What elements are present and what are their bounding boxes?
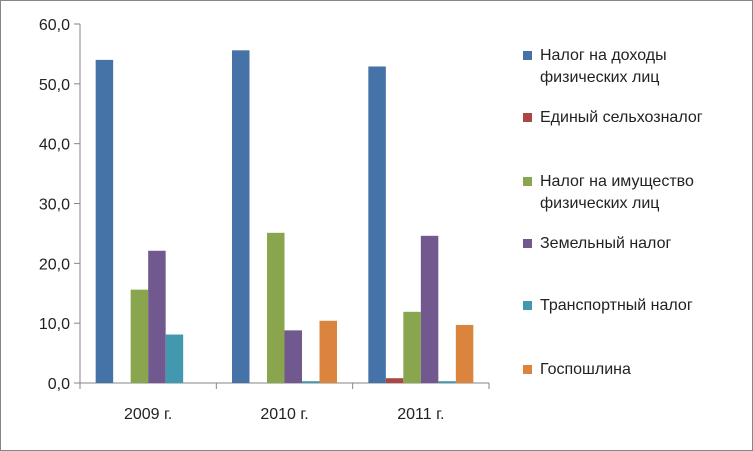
bar bbox=[165, 334, 184, 383]
category-label: 2009 г. bbox=[124, 406, 172, 423]
y-tick-label: 40,0 bbox=[39, 137, 70, 154]
bar bbox=[438, 381, 456, 383]
category-label: 2011 г. bbox=[397, 406, 444, 423]
y-tick-label: 0,0 bbox=[48, 376, 70, 393]
legend-item: Единый сельхозналог bbox=[523, 107, 740, 129]
legend-item: Налог на доходы физических лиц bbox=[523, 45, 740, 89]
legend-swatch bbox=[523, 51, 532, 60]
bar bbox=[284, 330, 302, 383]
bar bbox=[130, 289, 149, 383]
bars bbox=[95, 50, 474, 384]
legend-swatch bbox=[523, 113, 532, 122]
bar bbox=[267, 232, 285, 383]
legend-label: Единый сельхозналог bbox=[540, 109, 703, 126]
legend-swatch bbox=[523, 177, 532, 186]
legend-item: Транспортный налог bbox=[523, 295, 740, 317]
legend-swatch bbox=[523, 301, 532, 310]
legend-label: Транспортный налог bbox=[540, 297, 693, 314]
bar bbox=[148, 250, 166, 383]
legend-item: Земельный налог bbox=[523, 233, 740, 255]
bar bbox=[95, 59, 114, 384]
bar bbox=[385, 378, 404, 383]
y-tick-label: 30,0 bbox=[39, 197, 70, 214]
axis-labels: 0,0 10,0 20,0 30,0 40,0 50,0 60,0 2009 г. 2010 г… bbox=[39, 17, 445, 423]
y-tick-label: 50,0 bbox=[39, 77, 70, 94]
bar bbox=[403, 311, 421, 383]
legend-label: Налог на имущество физических лиц bbox=[540, 173, 694, 212]
legend-item: Налог на имущество физических лиц bbox=[523, 171, 740, 215]
bar bbox=[302, 381, 320, 383]
legend-label: Земельный налог bbox=[540, 235, 672, 252]
y-tick-label: 60,0 bbox=[39, 17, 70, 34]
bar bbox=[319, 320, 337, 383]
bar bbox=[420, 235, 439, 383]
bar bbox=[455, 324, 474, 383]
legend: Налог на доходы физических лиц Единый сел… bbox=[523, 45, 748, 395]
legend-label: Налог на доходы физических лиц bbox=[540, 47, 667, 86]
bar bbox=[232, 50, 250, 384]
legend-item: Госпошлина bbox=[523, 359, 740, 381]
y-tick-label: 10,0 bbox=[39, 316, 70, 333]
y-tick-label: 20,0 bbox=[39, 256, 70, 273]
legend-swatch bbox=[523, 365, 532, 374]
category-label: 2010 г. bbox=[260, 406, 308, 423]
legend-label: Госпошлина bbox=[540, 361, 631, 378]
bar bbox=[368, 66, 386, 384]
legend-swatch bbox=[523, 239, 532, 248]
